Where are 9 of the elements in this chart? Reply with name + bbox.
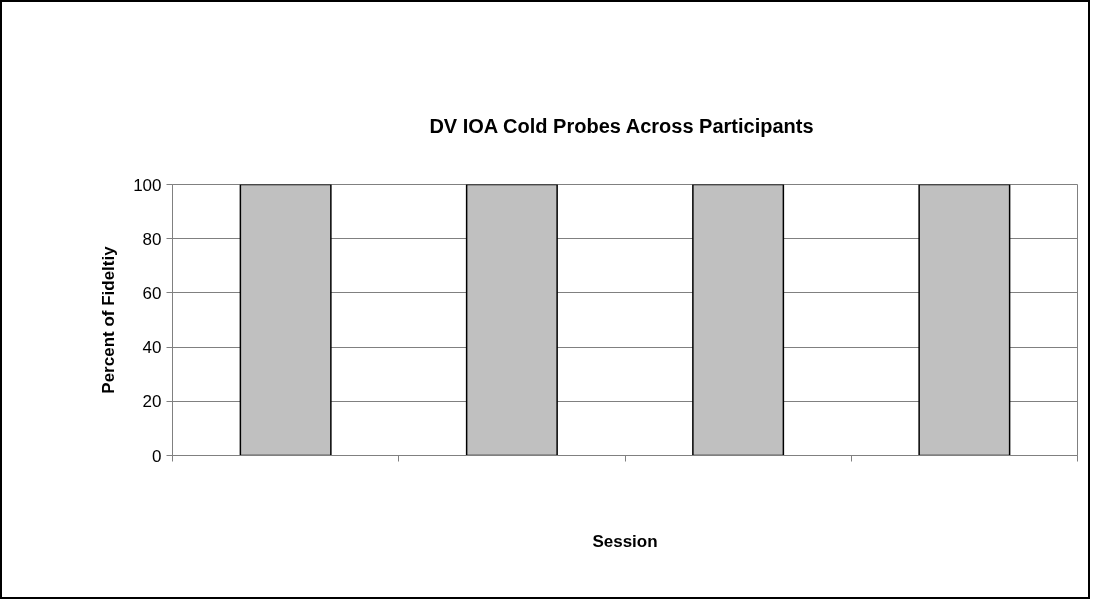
y-tick-label: 60 bbox=[142, 283, 162, 303]
y-tick-label: 0 bbox=[152, 446, 162, 466]
y-tick-label: 100 bbox=[133, 175, 162, 195]
y-axis-title: Percent of Fideltiy bbox=[99, 245, 119, 394]
y-tick-label: 40 bbox=[142, 338, 162, 358]
chart-title: DV IOA Cold Probes Across Participants bbox=[429, 115, 814, 137]
y-tick-label: 20 bbox=[142, 392, 162, 412]
y-tick-label: 80 bbox=[142, 229, 162, 249]
x-axis-title: Session bbox=[592, 531, 658, 551]
